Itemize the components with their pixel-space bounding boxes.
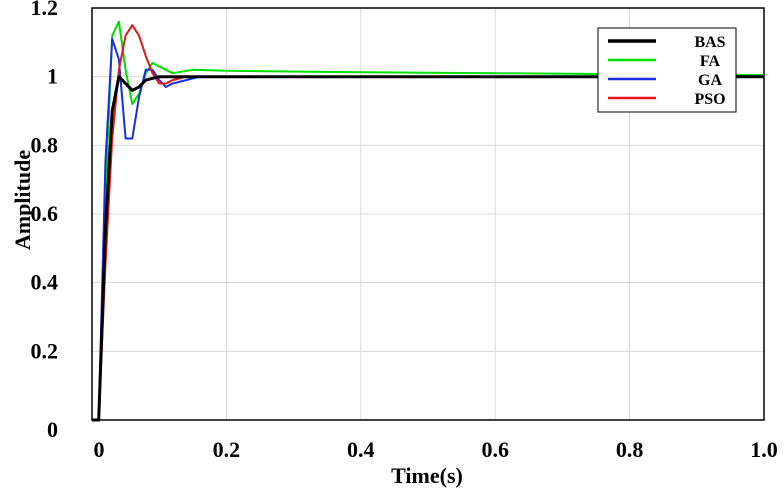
x-tick-label: 0 — [94, 437, 105, 462]
x-axis-label: Time(s) — [391, 463, 463, 488]
series-line-bas — [92, 75, 764, 422]
y-tick-label: 0.8 — [31, 132, 59, 157]
legend-label-ga: GA — [698, 72, 722, 89]
x-tick-label: 0.4 — [347, 437, 375, 462]
y-tick-label: 0.4 — [31, 270, 59, 295]
y-tick-label: 1.2 — [31, 0, 59, 20]
legend-label-bas: BAS — [694, 34, 725, 51]
tick-labels: 0 0.2 0.4 0.6 0.8 1.0 0 0.2 0.4 0.6 0.8 1 1.2 — [31, 0, 778, 462]
x-tick-label: 1.0 — [750, 437, 778, 462]
y-tick-label: 0 — [47, 417, 58, 442]
legend-label-fa: FA — [700, 53, 721, 70]
y-axis-label: Amplitude — [10, 150, 35, 250]
legend-label-pso: PSO — [694, 91, 725, 108]
y-tick-label: 0.6 — [31, 201, 59, 226]
y-tick-label: 0.2 — [31, 338, 59, 363]
legend: BAS FA GA PSO — [597, 27, 737, 113]
plot-area — [91, 7, 765, 421]
x-tick-label: 0.2 — [213, 437, 241, 462]
x-tick-label: 0.8 — [616, 437, 644, 462]
series-lines — [92, 20, 765, 422]
y-tick-label: 1 — [47, 64, 58, 89]
x-tick-label: 0.6 — [481, 437, 509, 462]
